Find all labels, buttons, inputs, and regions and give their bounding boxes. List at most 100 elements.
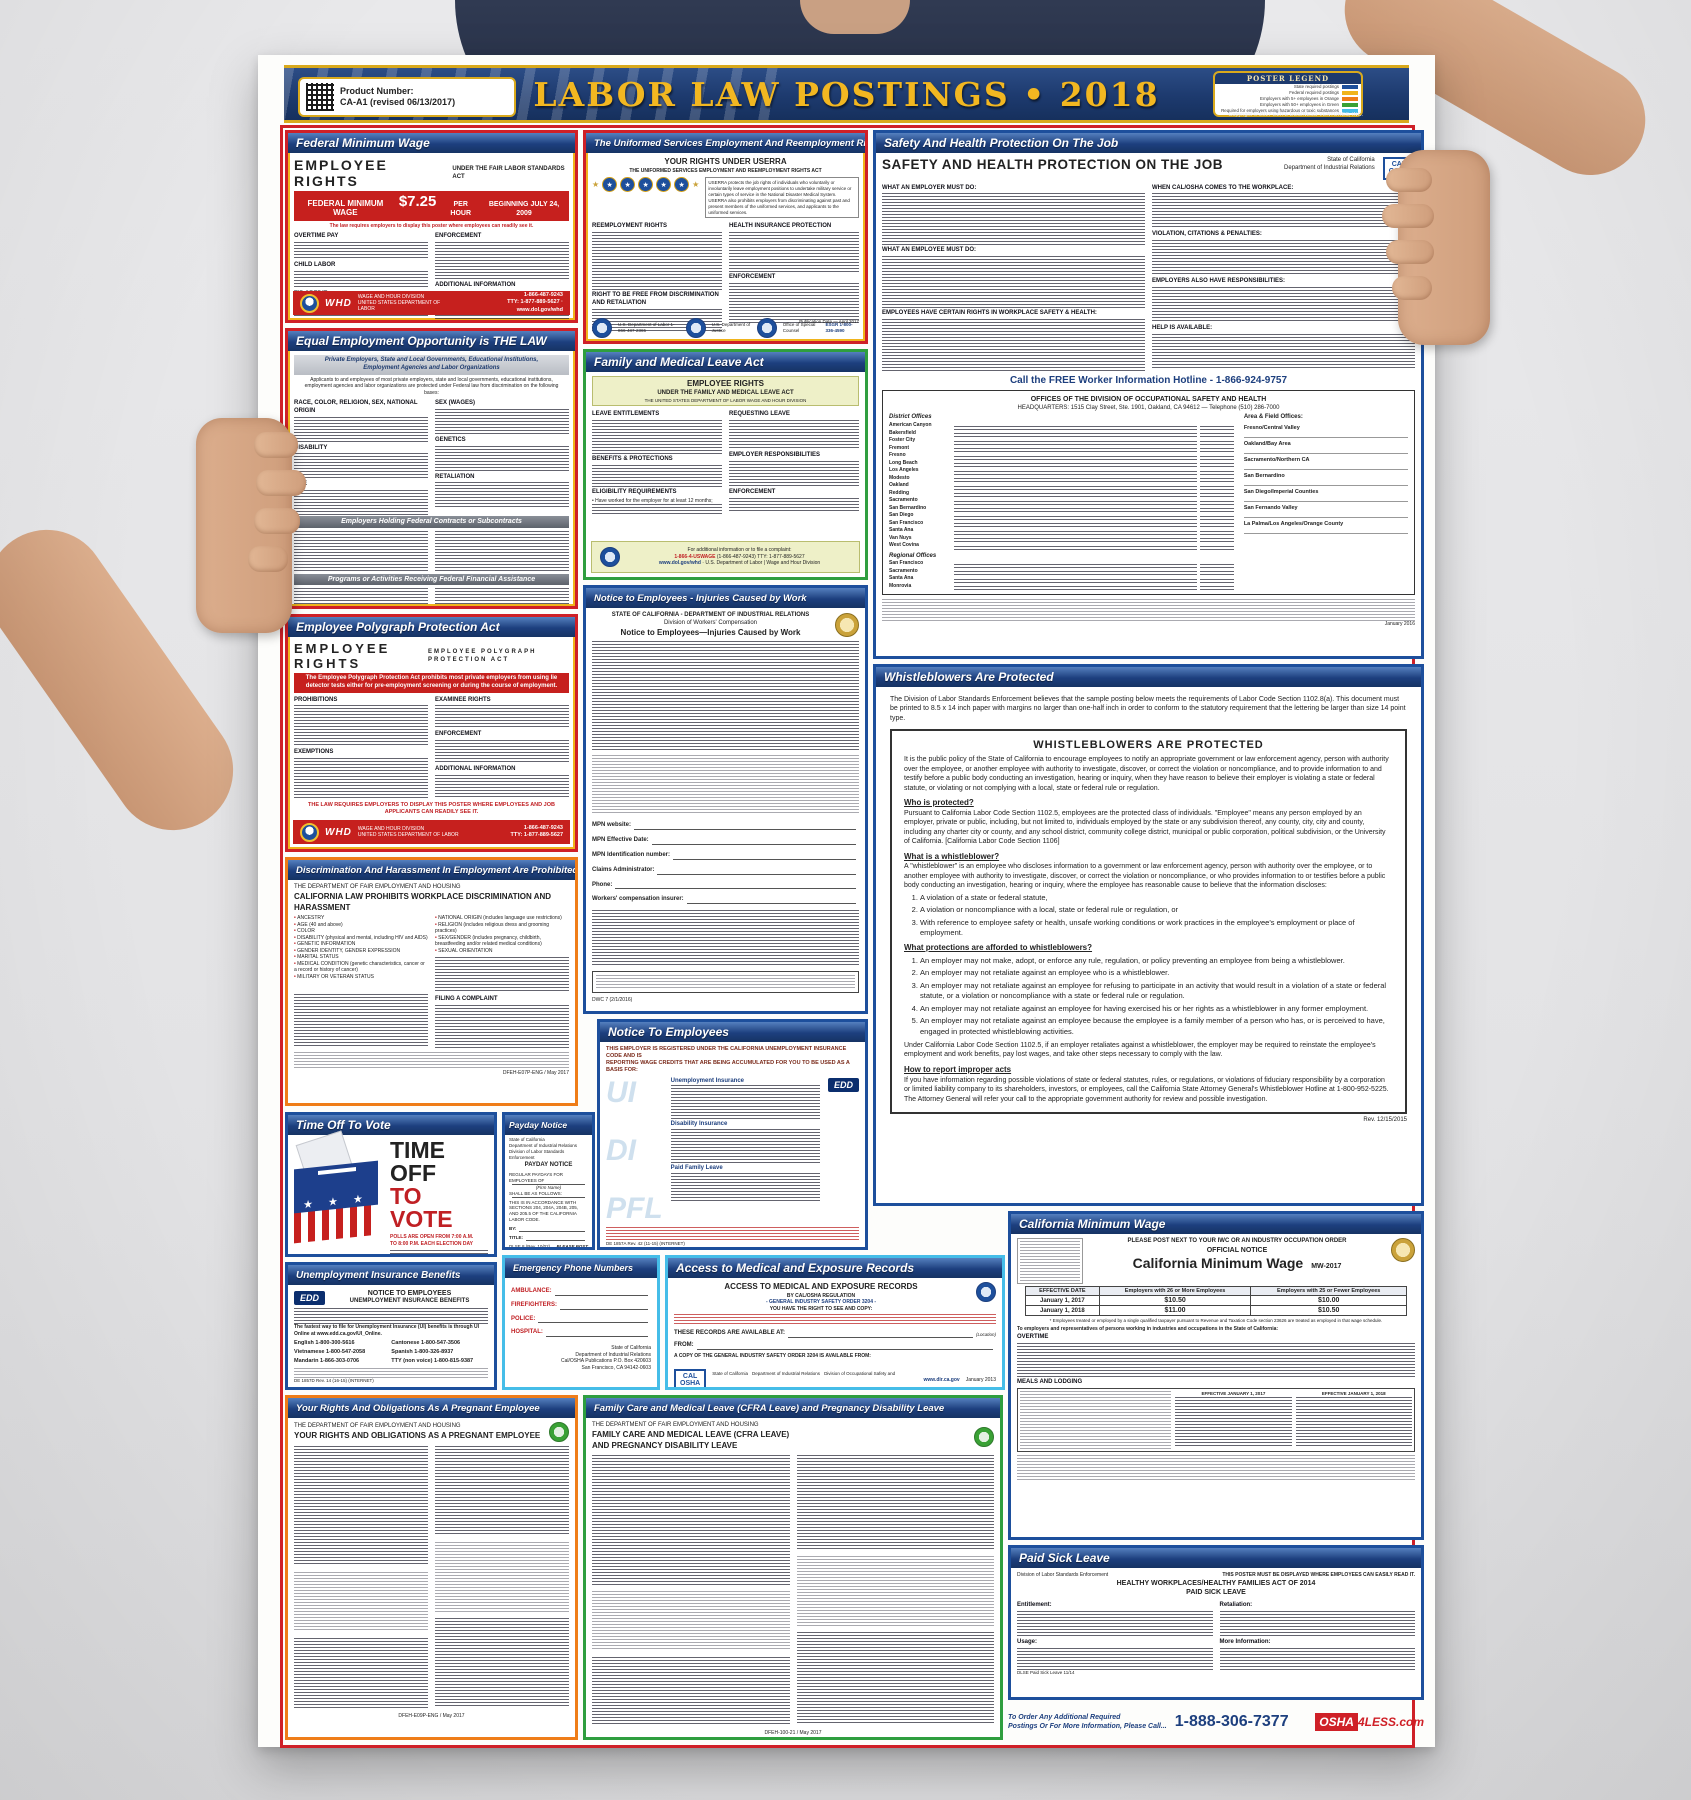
psl-heading: Entitlement: bbox=[1017, 1602, 1052, 1609]
preg-title2: AS A PREGNANT EMPLOYEE bbox=[427, 1430, 541, 1440]
acc-web: www.dir.ca.gov bbox=[923, 1377, 960, 1384]
section-injuries: Notice to Employees - Injuries Caused by… bbox=[583, 585, 868, 1014]
whi-p2: Pursuant to California Labor Code Sectio… bbox=[904, 809, 1386, 846]
person-right-hand bbox=[1382, 150, 1490, 345]
userra-subtitle: THE UNIFORMED SERVICES EMPLOYMENT AND RE… bbox=[629, 167, 822, 174]
section-tab: Notice to Employees - Injuries Caused by… bbox=[586, 588, 865, 608]
acc-location-label: (Location) bbox=[975, 1332, 996, 1338]
dfeh-seal-icon bbox=[974, 1426, 994, 1447]
pay-title: PAYDAY NOTICE bbox=[524, 1162, 573, 1169]
disc-bases-right: • NATIONAL ORIGIN (includes language use… bbox=[435, 915, 562, 954]
edd-form-code: DE 1857A Rev. 42 (11-15) (INTERNET) bbox=[606, 1240, 685, 1246]
edd-logo: EDD bbox=[827, 1077, 859, 1092]
section-tab: California Minimum Wage bbox=[1011, 1214, 1421, 1234]
person-left-hand bbox=[196, 418, 306, 633]
poly-tty: TTY: 1-877-889-5627 bbox=[510, 832, 563, 838]
coastguard-icon: ★ bbox=[674, 177, 690, 193]
edd-intro1: THIS EMPLOYER IS REGISTERED UNDER THE CA… bbox=[606, 1046, 847, 1060]
dfeh-seal-icon bbox=[549, 1422, 569, 1442]
edd-intro2: REPORTING WAGE CREDITS THAT ARE BEING AC… bbox=[606, 1060, 850, 1074]
acc-date: January 2013 bbox=[965, 1377, 996, 1384]
section-tab: Family and Medical Leave Act bbox=[586, 352, 865, 372]
section-discrimination: Discrimination And Harassment In Employm… bbox=[285, 857, 578, 1106]
section-federal-minimum-wage: Federal Minimum Wage EMPLOYEE RIGHTS UND… bbox=[285, 130, 578, 323]
whi-h3: What protections are afforded to whistle… bbox=[904, 942, 1093, 952]
eeo-bar-programs: Programs or Activities Receiving Federal… bbox=[294, 573, 569, 586]
camw-wage-table: EFFECTIVE DATE Employers with 26 or More… bbox=[1024, 1286, 1408, 1316]
whd-caption: WAGE AND HOUR DIVISION UNITED STATES DEPA… bbox=[357, 825, 459, 838]
tov-sub1: POLLS ARE OPEN FROM 7:00 A.M. bbox=[390, 1234, 474, 1240]
pay-l3: SHALL BE AS FOLLOWS: bbox=[509, 1190, 562, 1196]
fmw-title: EMPLOYEE RIGHTS bbox=[294, 157, 388, 189]
section-tab: Your Rights And Obligations As A Pregnan… bbox=[288, 1398, 575, 1418]
order-note3: Please Call... bbox=[1123, 1723, 1167, 1730]
cfra-form-code: DFEH-100-21 / May 2017 bbox=[764, 1730, 822, 1737]
poster-header: LABOR LAW POSTINGS • 2018 Product Number… bbox=[284, 65, 1409, 123]
safety-hotline-number: 1-866-924-9757 bbox=[1215, 375, 1288, 387]
fmla-heading: LEAVE ENTITLEMENTS bbox=[592, 411, 660, 418]
pay-post: PLEASE POST bbox=[556, 1243, 588, 1249]
section-tab: Unemployment Insurance Benefits bbox=[288, 1265, 494, 1285]
section-access-records: Access to Medical and Exposure Records A… bbox=[665, 1255, 1005, 1390]
whi-list1: A violation of a state or federal statut… bbox=[920, 893, 1393, 939]
camw-col17: EFFECTIVE JANUARY 1, 2017 bbox=[1201, 1390, 1266, 1396]
camw-table-row: January 1, 2017 $10.50 $10.00 bbox=[1024, 1295, 1408, 1306]
userra-heading: RIGHT TO BE FREE FROM DISCRIMINATION AND… bbox=[592, 292, 719, 306]
section-tab: Federal Minimum Wage bbox=[288, 133, 575, 153]
district-offices-label: District Offices bbox=[889, 414, 932, 421]
tov-sub: POLLS ARE OPEN FROM 7:00 A.M. TO 8:00 P.… bbox=[390, 1234, 488, 1247]
poly-left-column: PROHIBITIONS EXEMPTIONS bbox=[294, 695, 428, 801]
poly-right-column: EXAMINEE RIGHTS ENFORCEMENT ADDITIONAL INF… bbox=[435, 695, 569, 801]
osha4less-logo: OSHA 4LESS.com bbox=[1315, 1713, 1424, 1731]
disc-title: CALIFORNIA LAW PROHIBITS WORKPLACE DISCR… bbox=[294, 891, 552, 912]
poster-legend: POSTER LEGEND State required postings Fe… bbox=[1213, 71, 1363, 117]
preg-title1: YOUR RIGHTS AND OBLIGATIONS bbox=[294, 1430, 426, 1440]
section-fmla: Family and Medical Leave Act EMPLOYEE RI… bbox=[583, 349, 868, 580]
product-number: Product Number: CA-A1 (revised 06/13/201… bbox=[340, 86, 455, 109]
eeo-subtitle1: Private Employers, State and Local Gover… bbox=[324, 357, 539, 363]
fmla-phone: 1-866-4-USWAGE bbox=[674, 553, 716, 560]
fmla-footer: For additional information or to file a … bbox=[658, 547, 821, 567]
ui-phone-list: English 1-800-300-5616 Cantonese 1-800-54… bbox=[294, 1340, 474, 1364]
preg-form-code: DFEH-E09P-ENG / May 2017 bbox=[398, 1713, 465, 1719]
fmla-footer-line: For additional information or to file a … bbox=[687, 547, 792, 554]
section-tab: Payday Notice bbox=[505, 1115, 592, 1135]
safety-date: January 2016 bbox=[1384, 621, 1415, 628]
dol-seal-icon bbox=[300, 293, 319, 313]
fmla-phone2: (1-866-487-9243) TTY: 1-877-889-5627 bbox=[716, 553, 805, 560]
fmla-heading: BENEFITS & PROTECTIONS bbox=[592, 456, 673, 463]
esgr-logo: ESGR 1-800-336-4590 bbox=[825, 322, 853, 333]
tov-big1: TIME OFF bbox=[390, 1137, 445, 1186]
safety-left-column: WHAT AN EMPLOYER MUST DO: WHAT AN EMPLOYE… bbox=[882, 183, 1145, 372]
pay-by: BY: bbox=[509, 1225, 517, 1231]
osha4less-logo-right: 4LESS.com bbox=[1357, 1715, 1424, 1729]
fmla-web: www.dol.gov/whd bbox=[658, 560, 701, 567]
poster-legend-title: POSTER LEGEND bbox=[1215, 73, 1361, 84]
section-tab: Safety And Health Protection On The Job bbox=[876, 133, 1421, 153]
inj-line2: Division of Workers' Compensation bbox=[663, 619, 758, 626]
osc-seal-icon bbox=[756, 318, 777, 338]
army-icon: ★ bbox=[602, 177, 618, 193]
product-number-label: Product Number: bbox=[340, 85, 414, 96]
pay-code: DLSE 8 (Rev. 10/02) bbox=[509, 1243, 551, 1249]
inj-form-fields: MPN website: MPN Effective Date: MPN Ident… bbox=[592, 822, 859, 905]
camw-to-line: To employers and representatives of pers… bbox=[1017, 1325, 1279, 1332]
camw-code: MW-2017 bbox=[1311, 1263, 1342, 1271]
psl-agency: Division of Labor Standards Enforcement bbox=[1017, 1572, 1109, 1578]
eeo-subtitle: Private Employers, State and Local Gover… bbox=[294, 355, 569, 375]
section-edd-notice: Notice To Employees THIS EMPLOYER IS REG… bbox=[597, 1019, 868, 1250]
userra-org: Office of Special Counsel bbox=[782, 322, 816, 333]
fmla-heading: ELIGIBILITY REQUIREMENTS bbox=[592, 489, 677, 496]
camw-th-26: Employers with 26 or More Employees bbox=[1098, 1286, 1252, 1296]
fmla-heading: REQUESTING LEAVE bbox=[729, 411, 790, 418]
psl-title1: HEALTHY WORKPLACES/HEALTHY FAMILIES ACT … bbox=[1116, 1579, 1316, 1587]
fmw-tty: TTY: 1-877-889-5627 bbox=[507, 299, 560, 306]
whi-p1: It is the public policy of the State of … bbox=[904, 756, 1389, 792]
safety-title: SAFETY AND HEALTH PROTECTION ON THE JOB bbox=[882, 157, 1224, 172]
safety-hotline: Call the FREE Worker Information Hotline… bbox=[882, 375, 1415, 386]
district-offices-list: American Canyon Bakersfield Foster City Fre… bbox=[889, 422, 1234, 550]
whi-p5: If you have information regarding possib… bbox=[904, 1076, 1389, 1103]
section-tab: Time Off To Vote bbox=[288, 1115, 494, 1135]
camw-title: California Minimum Wage bbox=[1132, 1255, 1304, 1272]
whi-intro: The Division of Labor Standards Enforcem… bbox=[890, 696, 1406, 722]
